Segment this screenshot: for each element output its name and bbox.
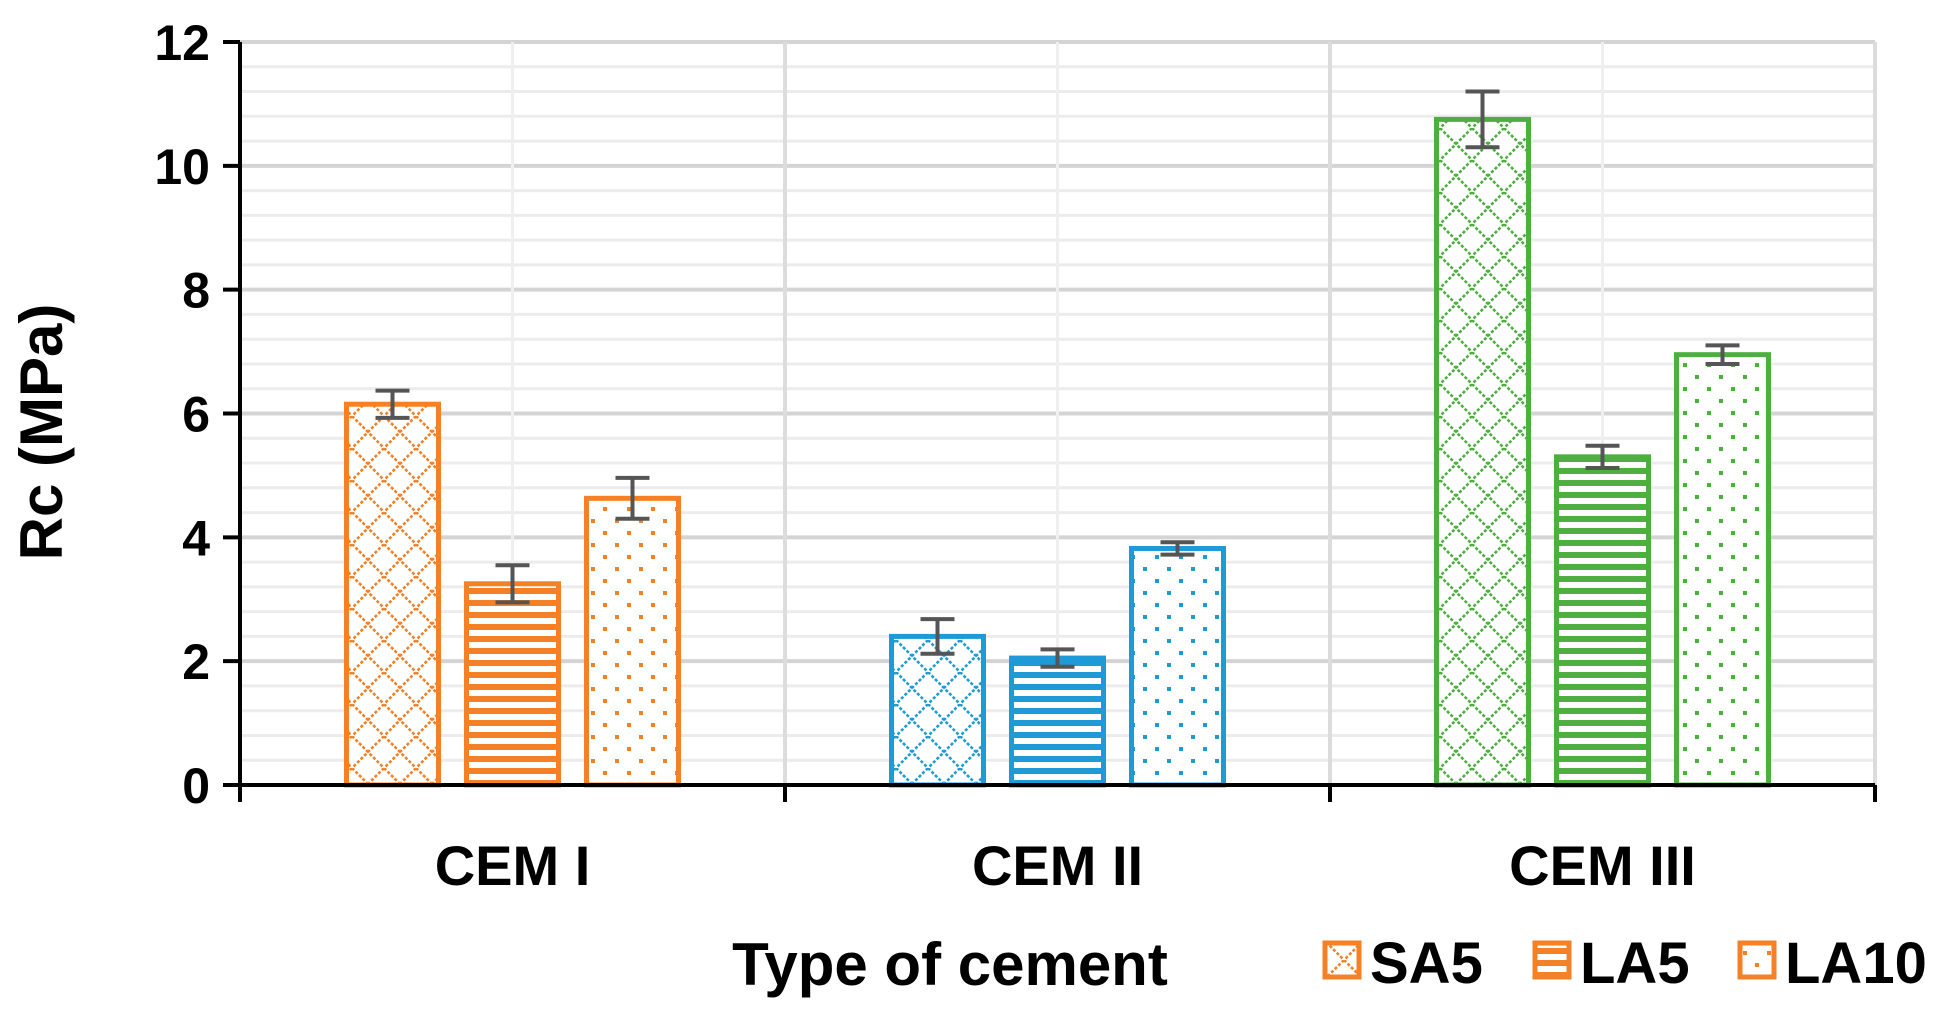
legend-label: LA10 [1785, 931, 1927, 996]
error-bar-cem-ii-la10 [1160, 540, 1195, 557]
legend-swatch [1532, 940, 1572, 980]
y-tick-label: 2 [182, 634, 210, 690]
bar-cem-iii-sa5 [1434, 116, 1531, 788]
legend: SA5 LA5 LA10 [1322, 931, 1927, 996]
axes [223, 40, 1877, 802]
y-tick-label: 4 [182, 510, 210, 566]
y-tick-label: 6 [182, 387, 210, 443]
error-bars [375, 89, 1740, 669]
error-bar-cem-i-la5 [495, 563, 530, 605]
legend-item-la10: LA10 [1737, 931, 1927, 996]
x-axis-title: Type of cement [732, 931, 1168, 998]
error-bar-cem-iii-la5 [1585, 443, 1620, 470]
y-tick-label: 12 [154, 15, 210, 71]
bar-cem-ii-la5 [1009, 655, 1106, 788]
legend-swatch [1322, 940, 1362, 980]
bar-cem-i-sa5 [344, 401, 441, 788]
y-tick-label: 8 [182, 263, 210, 319]
bar-cem-i-la5 [464, 581, 561, 788]
legend-item-sa5: SA5 [1322, 931, 1483, 996]
legend-label: LA5 [1580, 931, 1690, 996]
error-bar-cem-ii-sa5 [920, 617, 955, 656]
category-label: CEM II [972, 834, 1143, 897]
bar-cem-iii-la10 [1674, 352, 1771, 788]
legend-item-la5: LA5 [1532, 931, 1690, 996]
error-bar-cem-iii-la10 [1705, 343, 1740, 366]
y-tick-label: 10 [154, 139, 210, 195]
category-label: CEM I [435, 834, 591, 897]
bar-cem-iii-la5 [1554, 454, 1651, 788]
error-bar-cem-ii-la5 [1040, 647, 1075, 669]
y-tick-labels: 0 2 4 6 8 10 12 [154, 15, 210, 814]
error-bar-cem-i-sa5 [375, 388, 410, 420]
error-bar-cem-i-la10 [615, 475, 650, 521]
legend-swatch [1737, 940, 1777, 980]
y-axis-title: Rc (MPa) [8, 304, 75, 561]
bar-cem-i-la10 [584, 495, 681, 788]
category-label: CEM III [1509, 834, 1696, 897]
bars [344, 116, 1771, 788]
category-labels: CEM I CEM II CEM III [435, 834, 1696, 897]
bar-cem-ii-la10 [1129, 545, 1226, 788]
legend-label: SA5 [1370, 931, 1483, 996]
error-bar-cem-iii-sa5 [1465, 89, 1500, 150]
y-tick-label: 0 [182, 758, 210, 814]
bar-cem-ii-sa5 [889, 633, 986, 788]
